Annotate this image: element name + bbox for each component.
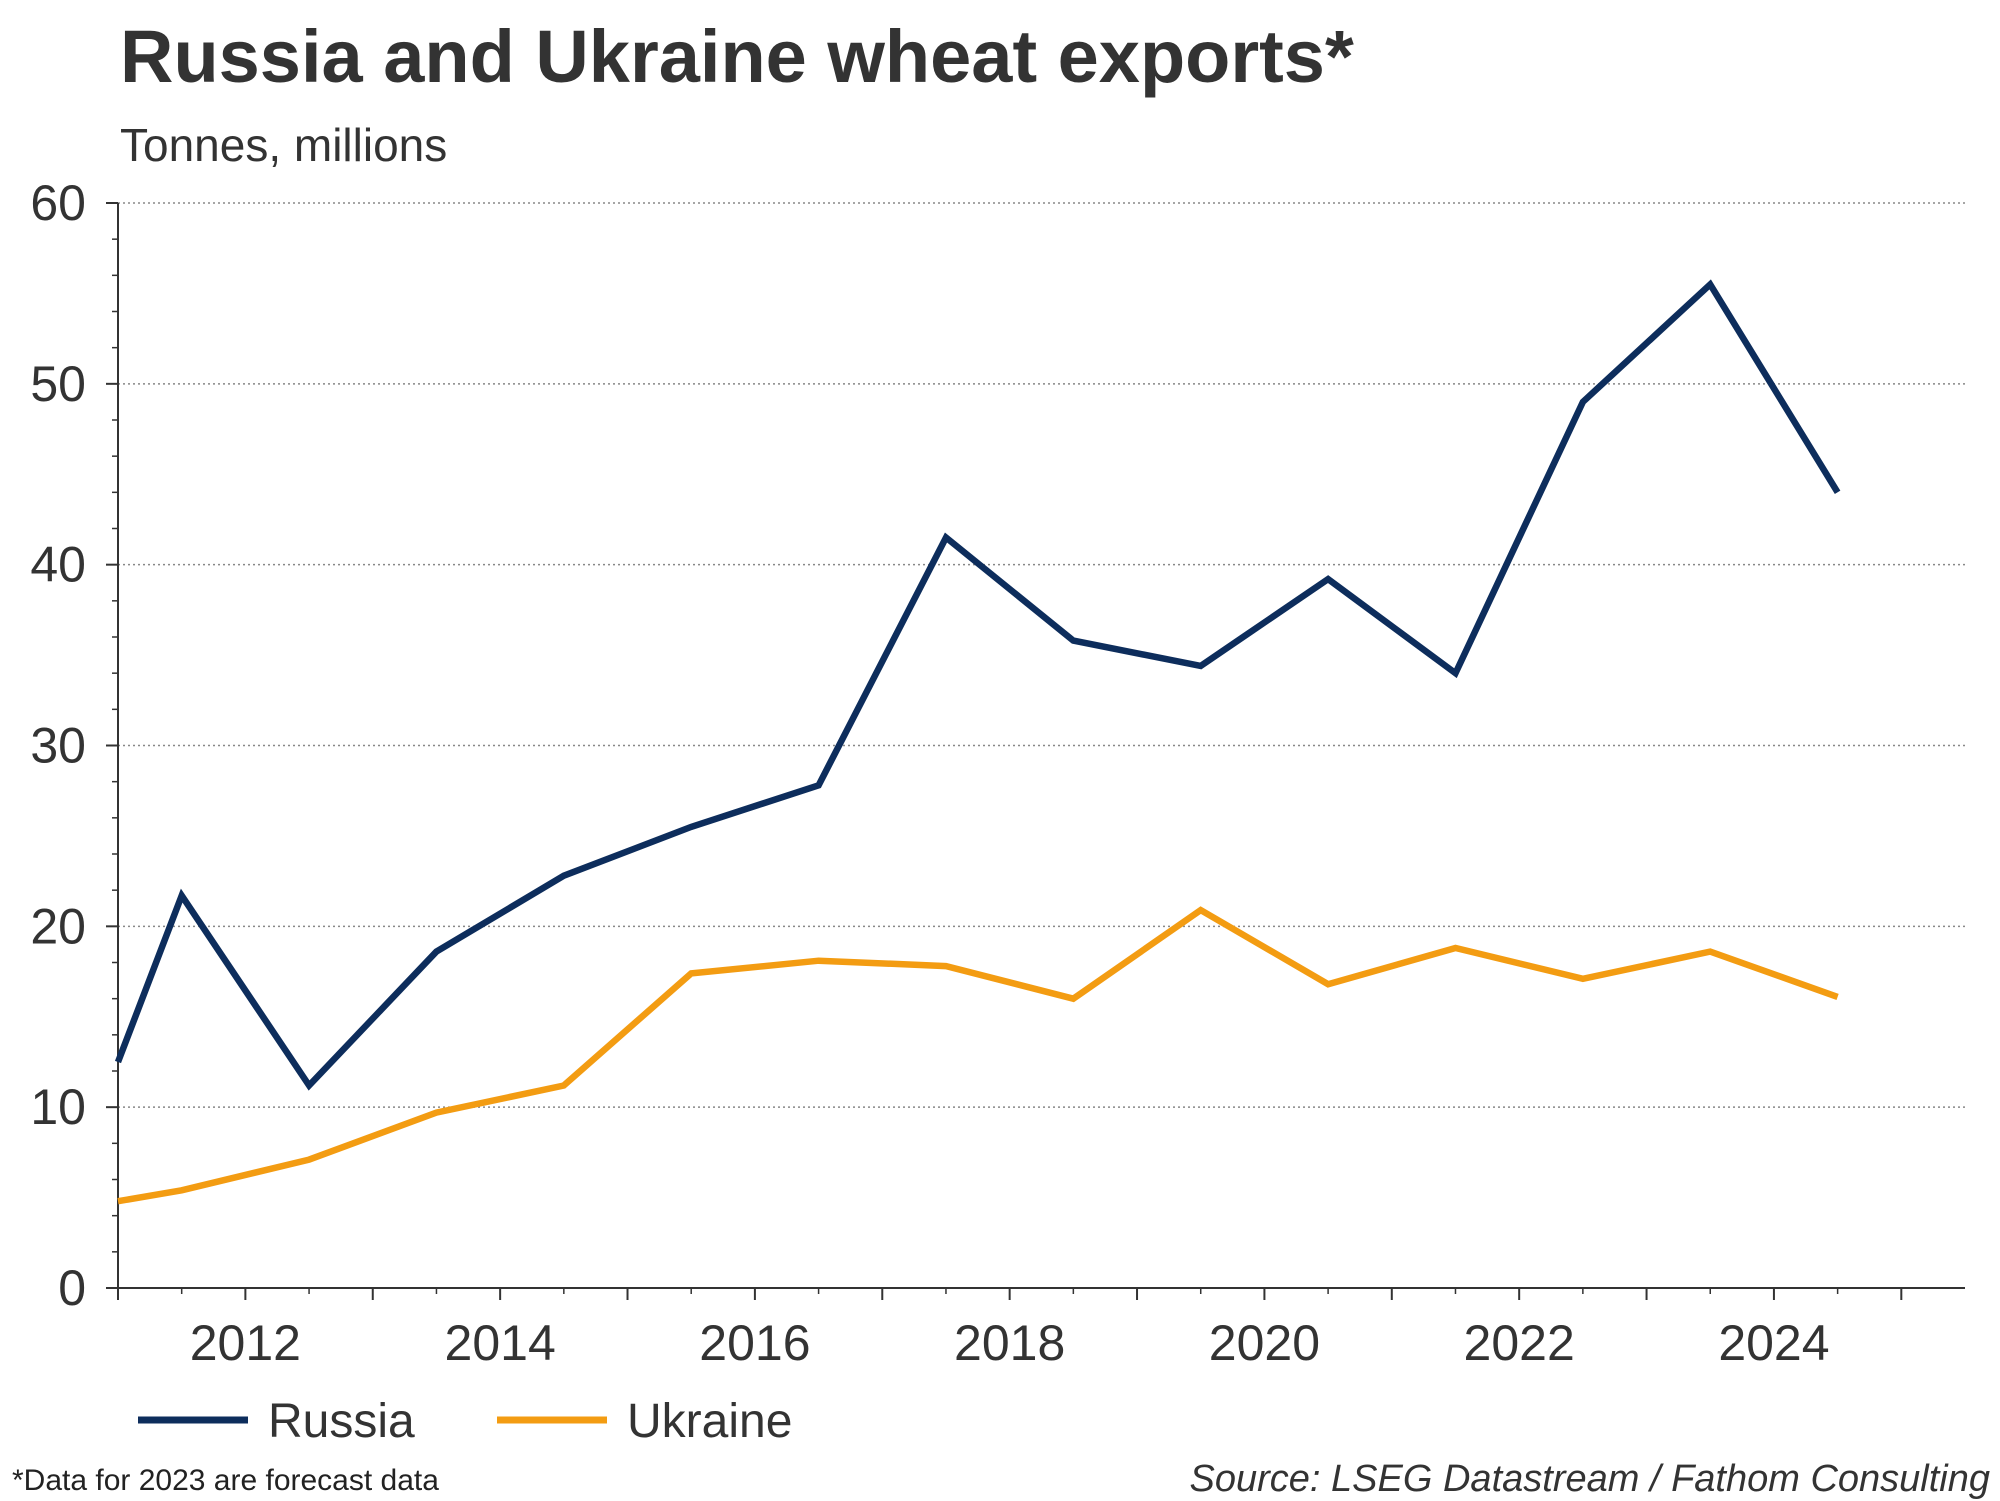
y-tick-label: 50 — [30, 356, 86, 412]
y-tick-label: 0 — [58, 1260, 86, 1316]
legend: Russia Ukraine — [138, 1395, 792, 1448]
x-tick-label: 2016 — [699, 1315, 810, 1371]
series-line-ukraine — [117, 906, 1839, 1205]
source-note: Source: LSEG Datastream / Fathom Consult… — [1189, 1458, 1990, 1500]
x-tick-label: 2018 — [954, 1315, 1065, 1371]
axes: 0 10 20 30 40 50 60 2012 2014 2016 2018 2020 2022 202… — [30, 175, 1965, 1371]
legend-label-ukraine: Ukraine — [627, 1395, 792, 1448]
x-tick-label: 2020 — [1209, 1315, 1320, 1371]
legend-label-russia: Russia — [268, 1395, 415, 1448]
series-lines — [114, 279, 1841, 1205]
y-tick-label: 60 — [30, 175, 86, 231]
y-tick-label: 40 — [30, 537, 86, 593]
series-line-russia — [114, 279, 1841, 1091]
footnote: *Data for 2023 are forecast data — [12, 1464, 439, 1497]
y-tick-label: 30 — [30, 718, 86, 774]
x-tick-label: 2014 — [445, 1315, 556, 1371]
y-tick-label: 10 — [30, 1079, 86, 1135]
gridlines — [118, 202, 1965, 1108]
y-tick-label: 20 — [30, 898, 86, 954]
x-tick-label: 2024 — [1718, 1315, 1829, 1371]
chart-title: Russia and Ukraine wheat exports* — [120, 15, 1354, 98]
x-tick-label: 2022 — [1464, 1315, 1575, 1371]
x-tick-label: 2012 — [190, 1315, 301, 1371]
chart-subtitle: Tonnes, millions — [120, 119, 448, 171]
